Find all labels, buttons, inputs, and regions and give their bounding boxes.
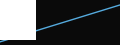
FancyBboxPatch shape xyxy=(0,0,36,40)
